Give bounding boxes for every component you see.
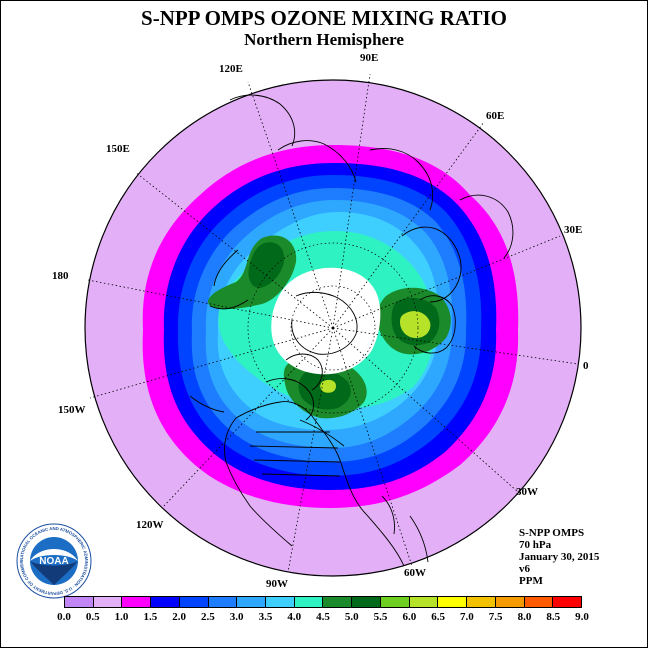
map-subtitle: Northern Hemisphere [244, 30, 404, 49]
info-date: January 30, 2015 [519, 551, 600, 563]
ozone-band-5.0-siberia [248, 242, 285, 288]
latitude-circles [247, 242, 419, 414]
colorbar-tick-label: 0.0 [57, 611, 71, 623]
colorbar-segment [495, 597, 525, 607]
lon-label-150W: 150W [58, 404, 86, 416]
coastlines [189, 94, 514, 567]
colorbar-segment [467, 597, 496, 607]
ozone-band-5.5-europe [400, 311, 431, 338]
colorbar-tick-label: 9.0 [575, 611, 589, 623]
lon-label-180: 180 [52, 270, 69, 282]
colorbar-segment [294, 597, 324, 607]
colorbar-tick-label: 3.5 [258, 611, 273, 623]
colorbar-segment [352, 597, 381, 607]
colorbar-segment [380, 597, 410, 607]
colorbar-tick-label: 1.0 [114, 611, 129, 623]
noaa-logo: NATIONAL OCEANIC AND ATMOSPHERIC ADMINIS… [16, 523, 92, 599]
colorbar-segment [323, 597, 353, 607]
lon-label-150E: 150E [106, 143, 130, 155]
lon-label-60W: 60W [404, 567, 426, 579]
colorbar-segment [524, 597, 554, 607]
polar-night-no-data [271, 267, 381, 375]
colorbar-segment [409, 597, 439, 607]
colorbar-segment [438, 597, 468, 607]
lon-label-30W: 30W [516, 486, 538, 498]
colorbar-tick-label: 8.5 [546, 611, 561, 623]
lon-label-120W: 120W [136, 519, 164, 531]
colorbar-segment [65, 597, 94, 607]
colorbar-tick-label: 6.0 [402, 611, 417, 623]
colorbar-tick-label: 1.5 [143, 611, 158, 623]
colorbar-segment [93, 597, 123, 607]
colorbar-tick-label: 5.0 [344, 611, 359, 623]
info-version: v6 [519, 563, 530, 575]
colorbar-segment [122, 597, 152, 607]
colorbar-tick-label: 5.5 [373, 611, 388, 623]
colorbar-segment [151, 597, 180, 607]
longitude-labels: 90E 60E 30E 0 30W 60W 90W 120W 150W 180 … [52, 52, 589, 590]
logo-text: NOAA [39, 556, 68, 567]
colorbar-segment [553, 597, 581, 607]
colorbar-tick-label: 4.0 [287, 611, 302, 623]
colorbar-tick-label: 4.5 [316, 611, 330, 623]
lon-label-30E: 30E [564, 224, 582, 236]
meridian-lines [87, 73, 579, 573]
info-instrument: S-NPP OMPS [519, 527, 585, 539]
map-outline [84, 79, 582, 577]
colorbar-tick-label: 2.0 [172, 611, 186, 623]
colorbar [64, 596, 582, 608]
colorbar-tick-label: 2.5 [201, 611, 215, 623]
colorbar-segment [179, 597, 209, 607]
colorbar-segment [237, 597, 267, 607]
map-title: S-NPP OMPS OZONE MIXING RATIO [141, 6, 507, 30]
info-block: S-NPP OMPS 70 hPa January 30, 2015 v6 PP… [519, 527, 599, 587]
ozone-band-5.5-canada [320, 379, 336, 393]
colorbar-segment [266, 597, 295, 607]
lon-label-90W: 90W [266, 578, 288, 590]
lon-label-120E: 120E [219, 63, 243, 75]
colorbar-tick-label: 7.0 [460, 611, 474, 623]
colorbar-segment [208, 597, 238, 607]
colorbar-tick-label: 3.0 [229, 611, 244, 623]
colorbar-tick-label: 6.5 [431, 611, 445, 623]
info-level: 70 hPa [519, 539, 552, 551]
lon-label-0: 0 [583, 360, 589, 372]
lon-label-60E: 60E [486, 110, 504, 122]
lon-label-90E: 90E [360, 52, 378, 64]
colorbar-tick-label: 0.5 [85, 611, 100, 623]
info-units: PPM [519, 575, 543, 587]
colorbar-labels: 0.0 0.5 1.0 1.5 2.0 2.5 3.0 3.5 4.0 4.5 5.0 5.5 6.0 6… [0, 611, 648, 627]
colorbar-tick-label: 7.5 [488, 611, 503, 623]
colorbar-tick-label: 8.0 [517, 611, 532, 623]
